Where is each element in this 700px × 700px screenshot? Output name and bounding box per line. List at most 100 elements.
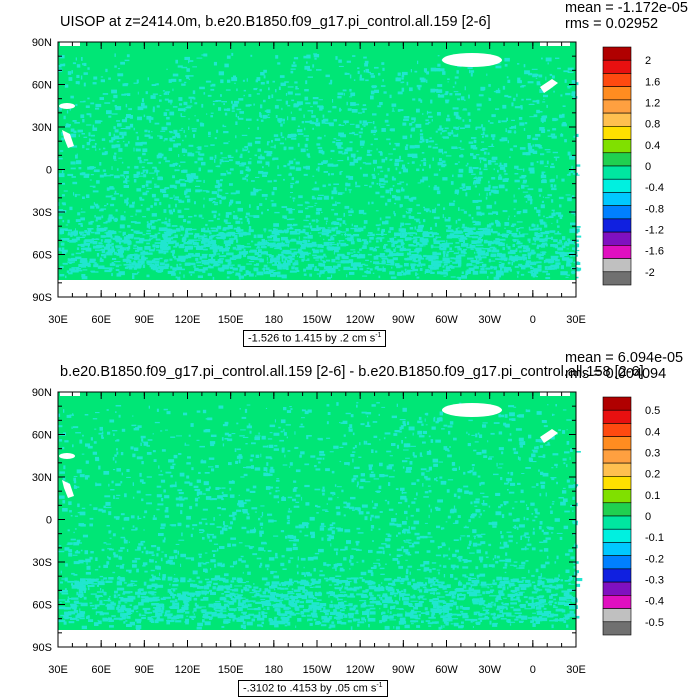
field-cell	[111, 166, 113, 170]
field-cell	[442, 71, 446, 75]
field-cell	[400, 425, 404, 430]
field-cell	[326, 437, 331, 439]
field-cell	[527, 81, 534, 84]
field-cell	[467, 67, 473, 69]
field-cell	[271, 191, 275, 196]
field-cell	[277, 165, 279, 170]
field-cell	[480, 256, 483, 259]
field-cell	[475, 221, 481, 226]
field-cell	[116, 494, 121, 496]
field-cell	[534, 232, 538, 237]
field-cell	[543, 607, 547, 610]
field-cell	[172, 252, 175, 257]
field-cell	[213, 543, 219, 545]
field-cell	[200, 460, 207, 464]
field-cell	[148, 136, 153, 139]
field-cell	[418, 224, 424, 228]
field-cell	[119, 194, 123, 197]
field-cell	[260, 119, 264, 122]
field-cell	[311, 219, 316, 222]
field-cell	[193, 134, 195, 138]
field-cell	[163, 231, 167, 234]
field-cell	[95, 219, 98, 222]
field-cell	[424, 522, 428, 524]
field-cell	[180, 183, 186, 187]
field-cell	[166, 116, 170, 120]
field-cell	[285, 240, 290, 244]
field-cell	[462, 188, 467, 191]
field-cell	[80, 243, 85, 247]
field-cell	[458, 276, 461, 281]
field-cell	[64, 126, 71, 128]
field-cell	[140, 540, 146, 543]
top-units: cm s	[351, 332, 376, 345]
field-cell	[224, 525, 229, 527]
field-cell	[83, 136, 88, 138]
field-cell	[136, 188, 142, 192]
field-cell	[169, 111, 175, 116]
field-cell	[236, 422, 239, 425]
field-cell	[250, 258, 258, 260]
field-cell	[475, 260, 480, 265]
field-cell	[398, 160, 404, 162]
field-cell	[513, 239, 517, 242]
field-cell	[378, 275, 381, 279]
field-cell	[417, 87, 419, 90]
field-cell	[477, 432, 480, 435]
field-cell	[116, 141, 120, 143]
field-cell	[505, 552, 508, 556]
field-cell	[114, 65, 117, 68]
field-cell	[499, 253, 506, 258]
field-cell	[346, 502, 351, 506]
field-cell	[543, 94, 548, 98]
field-cell	[75, 154, 78, 159]
field-cell	[175, 59, 178, 64]
field-cell	[67, 219, 70, 224]
field-cell	[239, 170, 244, 174]
field-cell	[377, 105, 382, 108]
field-cell	[201, 54, 206, 56]
field-cell	[511, 126, 515, 129]
field-cell	[98, 242, 103, 244]
field-cell	[321, 119, 326, 124]
field-cell	[276, 478, 280, 480]
field-cell	[141, 102, 145, 107]
field-cell	[197, 275, 203, 278]
field-cell	[267, 261, 269, 264]
field-cell	[99, 209, 104, 212]
field-cell	[544, 266, 548, 270]
field-cell	[519, 250, 522, 253]
bottom-mean: mean = 6.094e-05	[565, 350, 684, 366]
field-cell	[393, 210, 395, 215]
field-cell	[264, 550, 266, 552]
field-cell	[115, 269, 120, 271]
field-cell	[447, 449, 450, 452]
field-cell	[373, 255, 379, 260]
field-cell	[128, 570, 132, 574]
field-cell	[181, 127, 184, 130]
field-cell	[439, 125, 442, 130]
field-cell	[441, 242, 448, 246]
field-cell	[118, 157, 123, 159]
field-cell	[204, 145, 209, 147]
field-cell	[415, 272, 417, 276]
field-cell	[409, 123, 413, 126]
field-cell	[459, 537, 462, 541]
field-cell	[287, 520, 290, 522]
field-cell	[552, 75, 555, 79]
field-cell	[358, 209, 365, 214]
field-cell	[220, 179, 223, 182]
field-cell	[350, 92, 356, 97]
field-cell	[99, 174, 104, 178]
field-cell	[318, 194, 324, 196]
field-cell	[353, 586, 360, 590]
field-cell	[411, 251, 420, 253]
field-cell	[509, 586, 511, 588]
field-cell	[401, 270, 404, 274]
field-cell	[356, 541, 359, 546]
field-cell	[155, 561, 157, 563]
field-cell	[307, 155, 311, 158]
field-cell	[184, 246, 190, 250]
field-cell	[136, 490, 141, 494]
field-cell	[470, 145, 477, 149]
